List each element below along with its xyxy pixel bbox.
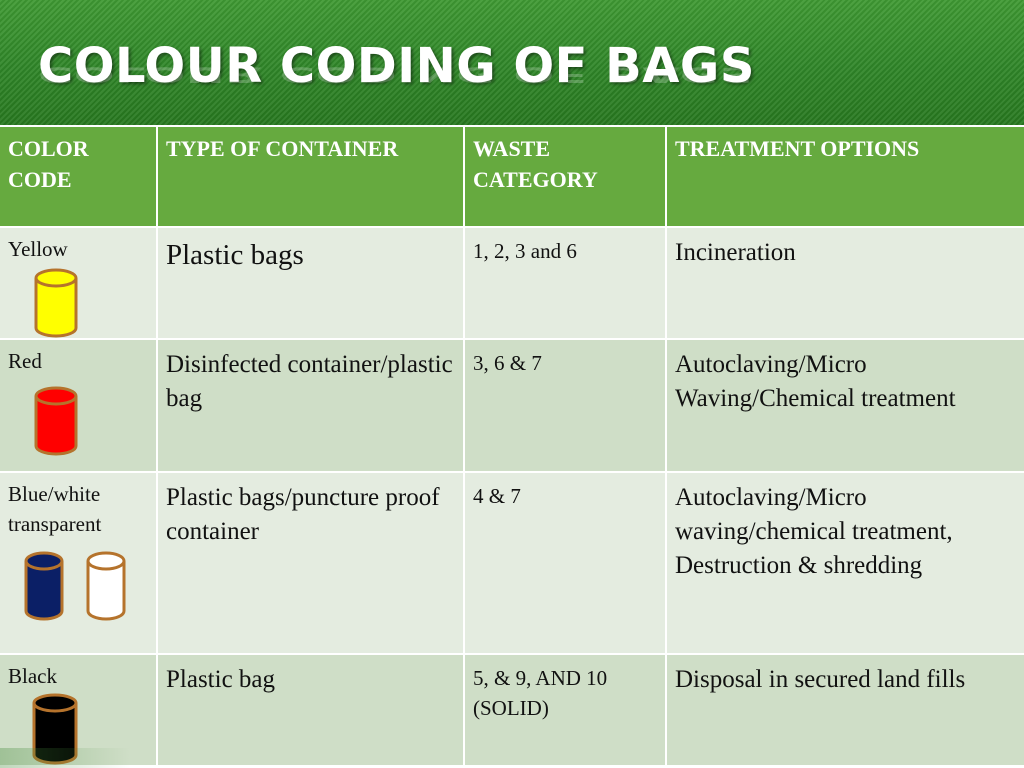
color-cell: Black [0, 653, 158, 767]
container-cell: Plastic bag [156, 653, 465, 767]
color-label: Black [8, 664, 57, 688]
yellow-bin-icon [34, 268, 78, 338]
table-row: Blue/white transparent Plastic bags/punc… [0, 471, 1024, 655]
category-cell: 1, 2, 3 and 6 [463, 226, 667, 340]
bin-group [24, 551, 148, 621]
category-cell: 3, 6 & 7 [463, 338, 667, 473]
color-label: Blue/white transparent [8, 482, 102, 536]
black-bin-icon [32, 693, 78, 765]
header-container-type: TYPE OF CONTAINER [156, 125, 465, 228]
blue-bin-icon [24, 551, 64, 621]
container-cell: Plastic bags [156, 226, 465, 340]
table-row: Yellow Plastic bags 1, 2, 3 and 6 Incine… [0, 226, 1024, 340]
category-cell: 4 & 7 [463, 471, 667, 655]
header-waste-category: WASTE CATEGORY [463, 125, 667, 228]
bin-group [34, 268, 148, 338]
treatment-cell: Disposal in secured land fills [665, 653, 1024, 767]
table-row: Black Plastic bag 5, & 9, AND 10 (SOLID)… [0, 653, 1024, 767]
color-label: Yellow [8, 237, 68, 261]
slide-title: COLOUR CODING OF BAGS [38, 38, 755, 94]
header-color-code: COLOR CODE [0, 125, 158, 228]
bin-group [34, 386, 148, 456]
color-cell: Red [0, 338, 158, 473]
footer-decoration [0, 748, 130, 768]
white-bin-icon [86, 551, 126, 621]
treatment-cell: Autoclaving/Micro Waving/Chemical treatm… [665, 338, 1024, 473]
treatment-cell: Incineration [665, 226, 1024, 340]
category-cell: 5, & 9, AND 10 (SOLID) [463, 653, 667, 767]
header-treatment-options: TREATMENT OPTIONS [665, 125, 1024, 228]
table-header-row: COLOR CODE TYPE OF CONTAINER WASTE CATEG… [0, 125, 1024, 228]
container-cell: Disinfected container/plastic bag [156, 338, 465, 473]
red-bin-icon [34, 386, 78, 456]
table-row: Red Disinfected container/plastic bag 3,… [0, 338, 1024, 473]
container-cell: Plastic bags/puncture proof container [156, 471, 465, 655]
bin-group [32, 693, 148, 765]
colour-coding-table: COLOR CODE TYPE OF CONTAINER WASTE CATEG… [0, 125, 1024, 767]
title-banner: COLOUR CODING OF BAGS COLOUR CODING OF B… [0, 0, 1024, 125]
color-cell: Yellow [0, 226, 158, 340]
color-cell: Blue/white transparent [0, 471, 158, 655]
treatment-cell: Autoclaving/Micro waving/chemical treatm… [665, 471, 1024, 655]
color-label: Red [8, 349, 42, 373]
